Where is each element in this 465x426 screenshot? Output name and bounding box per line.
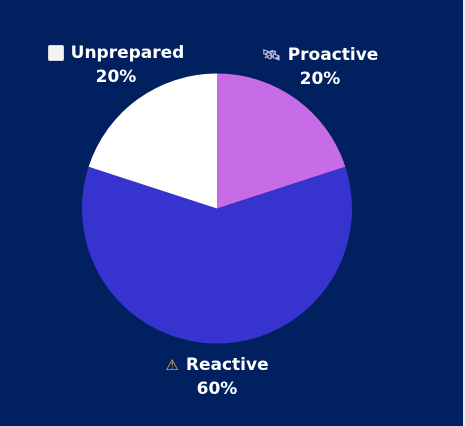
slice-percentage: 60% [196,379,238,399]
pie-slice-unprepared [88,73,218,209]
slice-name: Proactive [287,45,379,65]
slice-name: Unprepared [70,43,185,63]
pie-slice-proactive [217,73,346,209]
white-square-icon [47,45,64,61]
warning-icon: ⚠ [165,356,179,374]
slice-percentage: 20% [299,69,341,89]
slice-name: Reactive [185,355,269,375]
pie-slice-reactive [82,166,352,344]
slice-label-unprepared: Unprepared 20% [40,41,192,89]
right-edge-divider [463,0,465,426]
slice-label-proactive: 🛰 Proactive 20% [255,43,385,91]
slice-label-reactive: ⚠ Reactive 60% [152,353,282,401]
slice-percentage: 20% [95,67,137,87]
satellite-icon: 🛰 [261,46,281,64]
